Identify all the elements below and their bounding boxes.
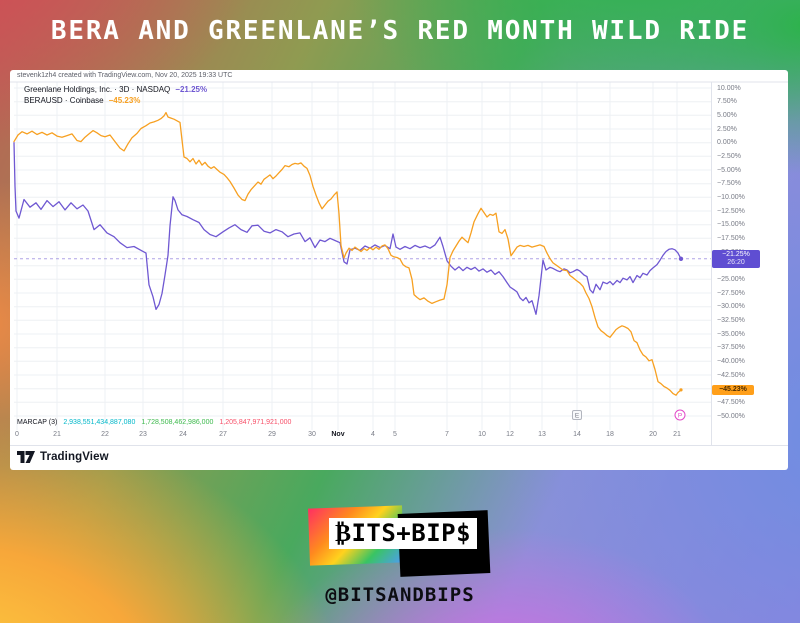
x-tick-label: 14 [573,431,581,438]
series-line-1 [13,111,682,396]
x-tick-label: 24 [179,431,187,438]
event-marker-icon[interactable]: P [674,409,686,421]
x-tick-label: 7 [445,431,449,438]
legend-symbol-label: BERAUSD · Coinbase [24,96,104,105]
time-axis[interactable]: 0 21 22 23 24 27 29 30 Nov 4 5 7 10 12 13 14 18 20 21 [10,431,788,442]
legend-item-greenlane[interactable]: Greenlane Holdings, Inc. · 3D · NASDAQ −2… [24,84,207,95]
indicator-label: MARCAP (3) [17,419,58,426]
marcap-value: 1,205,847,971,921,000 [219,419,292,426]
x-tick-label: 21 [673,431,681,438]
svg-text:P: P [678,412,682,419]
x-tick-label: 23 [139,431,147,438]
x-tick-label: 22 [101,431,109,438]
legend-item-berausd[interactable]: BERAUSD · Coinbase −45.23% [24,95,207,106]
marcap-value: 2,938,551,434,887,080 [63,419,136,426]
chart-legend: Greenlane Holdings, Inc. · 3D · NASDAQ −2… [24,84,207,106]
page-title: BERA AND GREENLANE’S RED MONTH WILD RIDE [50,16,750,46]
marcap-value: 1,728,508,462,986,000 [141,419,214,426]
badge-value: −21.25% [722,250,750,258]
series-end-dot-0 [678,256,684,261]
x-tick-label: 10 [478,431,486,438]
tradingview-attribution[interactable]: TradingView [17,450,109,464]
x-tick-label: 27 [219,431,227,438]
legend-change-value: −45.23% [108,96,141,105]
legend-symbol-label: Greenlane Holdings, Inc. · 3D · NASDAQ [24,85,171,94]
legend-change-value: −21.25% [175,85,208,94]
last-value-badge-berausd: −45.23% [712,384,754,395]
x-tick-label: 13 [538,431,546,438]
x-tick-label: 21 [53,431,61,438]
last-value-badge-greenlane: −21.25% 26:20 [712,249,760,268]
x-tick-label: 18 [606,431,614,438]
x-tick-label: 29 [268,431,276,438]
earnings-marker-icon[interactable]: E [572,410,582,420]
tradingview-logo-icon [17,451,35,463]
x-tick-label: 20 [649,431,657,438]
attribution-text: stevenk1zh4 created with TradingView.com… [17,72,233,79]
x-tick-label: 0 [15,431,19,438]
x-tick-label: 4 [371,431,375,438]
series-end-dot-1 [679,388,683,392]
bits-bips-logo: ₿ITS+BIP$ [307,502,493,578]
logo-wordmark: ₿ITS+BIP$ [329,518,477,549]
x-tick-label: 5 [393,431,397,438]
series-line-0 [13,142,682,315]
x-tick-label: Nov [331,431,345,438]
social-handle: @BITSANDBIPS [325,584,475,606]
x-tick-label: 12 [506,431,514,438]
svg-text:E: E [575,412,580,419]
bar-close-countdown: 26:20 [727,258,745,266]
tradingview-wordmark: TradingView [40,451,109,463]
marcap-indicator-row[interactable]: MARCAP (3) 2,938,551,434,887,080 1,728,508… [17,419,291,426]
x-tick-label: 30 [308,431,316,438]
